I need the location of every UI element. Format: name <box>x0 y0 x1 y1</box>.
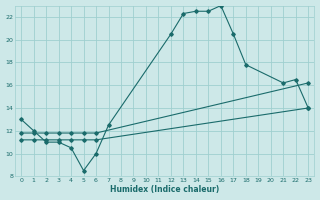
X-axis label: Humidex (Indice chaleur): Humidex (Indice chaleur) <box>110 185 219 194</box>
